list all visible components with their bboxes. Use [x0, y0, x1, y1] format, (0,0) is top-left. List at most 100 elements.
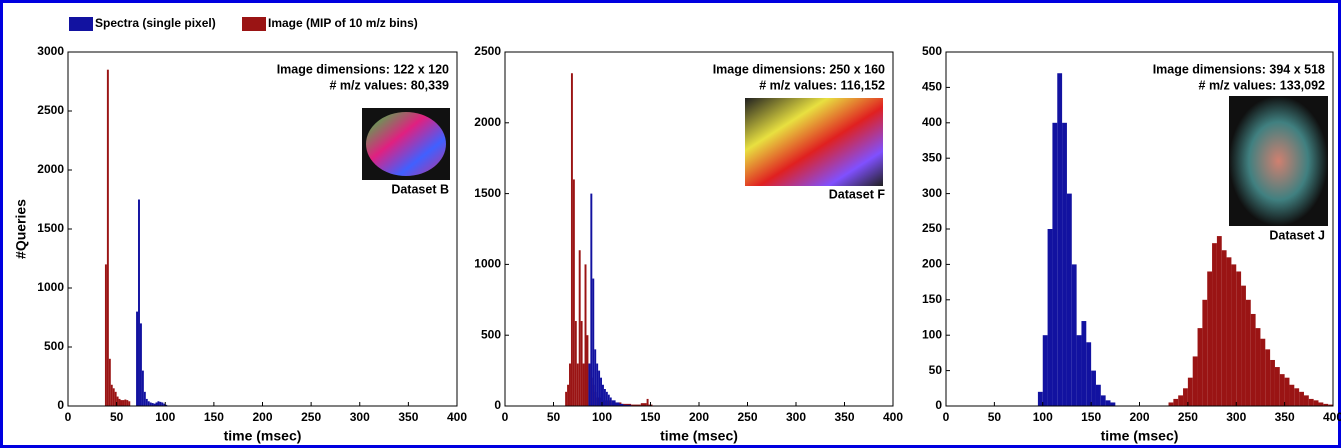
- y-tick-label: 1000: [37, 280, 64, 294]
- annotation: # m/z values: 116,152: [759, 78, 885, 92]
- bar: [578, 250, 581, 406]
- bar: [159, 401, 162, 406]
- bar: [1081, 321, 1087, 406]
- bar: [141, 370, 144, 406]
- bar: [1299, 391, 1304, 406]
- y-tick-label: 2000: [474, 115, 501, 129]
- bar: [592, 278, 595, 406]
- y-tick-label: 400: [922, 115, 942, 129]
- bar: [1187, 377, 1193, 406]
- x-tick-label: 400: [883, 410, 903, 424]
- bar: [1168, 402, 1174, 406]
- bar: [605, 391, 608, 406]
- bar: [1071, 264, 1077, 406]
- x-tick-label: 400: [447, 410, 467, 424]
- bar: [145, 398, 148, 406]
- bar: [1173, 398, 1179, 406]
- bar: [1250, 313, 1256, 406]
- bar: [118, 398, 121, 406]
- bar: [1318, 402, 1324, 406]
- bar: [1047, 229, 1053, 406]
- bar: [110, 384, 113, 406]
- x-tick-label: 250: [1178, 410, 1198, 424]
- bar: [1062, 122, 1067, 407]
- legend-label: Image (MIP of 10 m/z bins): [268, 16, 418, 30]
- bar: [590, 193, 593, 406]
- bar: [1052, 122, 1058, 407]
- x-tick-label: 400: [1323, 410, 1341, 424]
- bar: [139, 323, 142, 406]
- bar: [1231, 264, 1237, 406]
- bar: [1279, 374, 1285, 406]
- bar: [1037, 391, 1043, 406]
- x-tick-label: 100: [1033, 410, 1053, 424]
- x-tick-label: 150: [1081, 410, 1101, 424]
- x-tick-label: 50: [547, 410, 561, 424]
- bar: [1270, 359, 1275, 406]
- annotation: Dataset B: [391, 182, 449, 196]
- bar: [1110, 402, 1116, 406]
- bar: [574, 321, 577, 406]
- bar: [1245, 299, 1251, 406]
- bar: [1091, 370, 1096, 406]
- bar: [108, 358, 111, 406]
- x-tick-label: 0: [65, 410, 72, 424]
- bar: [116, 396, 119, 406]
- bar: [640, 403, 647, 406]
- bar: [584, 264, 587, 406]
- y-tick-label: 2500: [37, 103, 64, 117]
- bar: [153, 403, 156, 406]
- bar: [611, 400, 616, 406]
- x-tick-label: 300: [350, 410, 370, 424]
- bar: [136, 311, 139, 406]
- bar: [157, 401, 160, 406]
- bar: [1066, 193, 1072, 406]
- bar: [104, 264, 107, 406]
- bar: [1308, 398, 1314, 406]
- bar: [1202, 299, 1208, 406]
- bar: [602, 384, 604, 406]
- bar: [1328, 404, 1333, 406]
- annotation: Image dimensions: 394 x 518: [1153, 62, 1325, 76]
- bar: [631, 404, 641, 406]
- bar: [161, 402, 164, 406]
- bar: [1216, 236, 1222, 406]
- y-tick-label: 1500: [474, 186, 501, 200]
- x-tick-label: 50: [110, 410, 124, 424]
- bar: [565, 391, 568, 406]
- bar: [1207, 271, 1213, 406]
- x-tick-label: 200: [689, 410, 709, 424]
- x-tick-label: 300: [786, 410, 806, 424]
- y-tick-label: 350: [922, 150, 942, 164]
- y-tick-label: 3000: [37, 44, 64, 58]
- bar: [151, 403, 154, 406]
- bar: [138, 199, 140, 406]
- annotation: Dataset F: [829, 187, 886, 201]
- bar: [623, 404, 632, 406]
- bar: [580, 321, 583, 406]
- y-tick-label: 0: [494, 398, 501, 412]
- bar: [1105, 400, 1111, 406]
- y-tick-label: 1500: [37, 221, 64, 235]
- bar: [569, 363, 571, 406]
- bar: [1226, 257, 1232, 406]
- y-tick-label: 2500: [474, 44, 501, 58]
- bar: [607, 394, 610, 406]
- x-tick-label: 50: [988, 410, 1002, 424]
- bar: [598, 370, 601, 406]
- bar: [1086, 342, 1092, 406]
- bar: [576, 363, 579, 406]
- inset-image: [745, 98, 883, 186]
- bar: [1303, 395, 1309, 406]
- x-tick-label: 350: [834, 410, 854, 424]
- bar: [567, 384, 570, 406]
- bar: [163, 403, 166, 406]
- annotation: Image dimensions: 250 x 160: [713, 62, 885, 76]
- x-tick-label: 350: [1275, 410, 1295, 424]
- y-tick-label: 500: [922, 44, 942, 58]
- annotation: # m/z values: 133,092: [1199, 78, 1326, 92]
- x-tick-label: 0: [502, 410, 509, 424]
- annotation: Image dimensions: 122 x 120: [277, 62, 449, 76]
- y-tick-label: 2000: [37, 162, 64, 176]
